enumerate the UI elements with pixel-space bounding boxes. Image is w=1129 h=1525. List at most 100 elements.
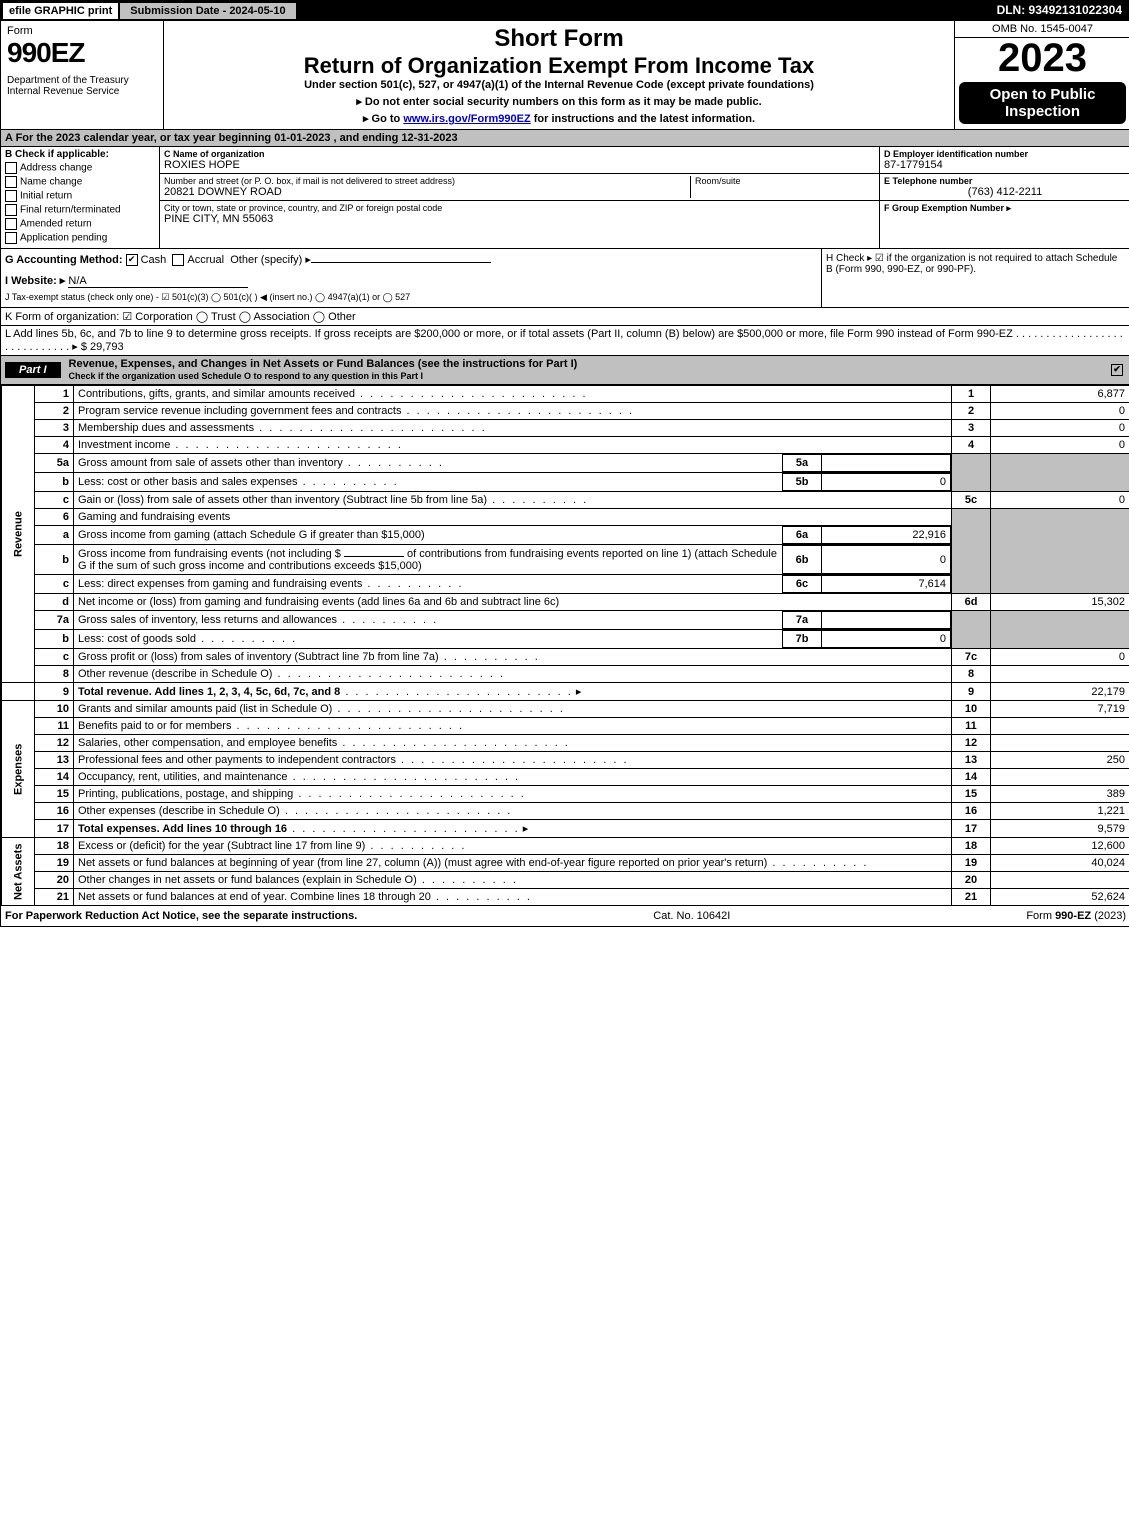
org-city: PINE CITY, MN 55063: [164, 213, 875, 225]
section-g-h: G Accounting Method: Cash Accrual Other …: [1, 249, 1129, 308]
line-17-val: 9,579: [991, 820, 1129, 838]
line-19-val: 40,024: [991, 855, 1129, 872]
line-14-val: [991, 769, 1129, 786]
line-10-val: 7,719: [991, 701, 1129, 718]
line-h: H Check ▸ ☑ if the organization is not r…: [821, 249, 1129, 307]
line-3-val: 0: [991, 420, 1129, 437]
org-street: 20821 DOWNEY ROAD: [164, 186, 690, 198]
line-5a-val: [822, 455, 951, 472]
line-18-desc: Excess or (deficit) for the year (Subtra…: [78, 840, 365, 852]
form-header: Form 990EZ Department of the Treasury In…: [1, 21, 1129, 130]
opt-other: Other (specify) ▸: [230, 254, 311, 266]
chk-initial-return[interactable]: [5, 190, 17, 202]
line-7c-val: 0: [991, 649, 1129, 666]
chk-name-change[interactable]: [5, 176, 17, 188]
form-label: Form: [7, 25, 157, 37]
line-12-desc: Salaries, other compensation, and employ…: [78, 737, 337, 749]
line-8-val: [991, 666, 1129, 683]
irs-link[interactable]: www.irs.gov/Form990EZ: [403, 113, 530, 125]
line-19-desc: Net assets or fund balances at beginning…: [78, 857, 767, 869]
chk-accrual[interactable]: [172, 254, 184, 266]
line-5b-val: 0: [822, 474, 951, 491]
g-label: G Accounting Method:: [5, 254, 123, 266]
line-20-val: [991, 872, 1129, 889]
line-4-val: 0: [991, 437, 1129, 454]
line-4-desc: Investment income: [78, 439, 170, 451]
chk-address-change[interactable]: [5, 162, 17, 174]
part-i-table: Revenue 1Contributions, gifts, grants, a…: [1, 385, 1129, 906]
opt-app-pending: Application pending: [20, 233, 107, 244]
ein: 87-1779154: [884, 159, 1126, 171]
short-form: Short Form: [168, 25, 950, 53]
instruction-1: ▸ Do not enter social security numbers o…: [168, 95, 950, 108]
line-k: K Form of organization: ☑ Corporation ◯ …: [1, 308, 1129, 326]
topbar: efile GRAPHIC print Submission Date - 20…: [1, 1, 1129, 21]
line-14-desc: Occupancy, rent, utilities, and maintena…: [78, 771, 288, 783]
chk-cash[interactable]: [126, 254, 138, 266]
form-number: 990EZ: [7, 37, 157, 69]
footer-right: Form 990-EZ (2023): [1026, 910, 1126, 922]
line-16-val: 1,221: [991, 803, 1129, 820]
open-to-public: Open to Public Inspection: [959, 82, 1126, 124]
part-i-sub: Check if the organization used Schedule …: [69, 371, 424, 381]
chk-schedule-o[interactable]: [1111, 364, 1123, 376]
line-a: A For the 2023 calendar year, or tax yea…: [1, 130, 1129, 147]
tax-year: 2023: [955, 38, 1129, 78]
line-9-val: 22,179: [991, 683, 1129, 701]
line-3-desc: Membership dues and assessments: [78, 422, 254, 434]
line-6c-desc: Less: direct expenses from gaming and fu…: [78, 578, 362, 590]
instruction-2: ▸ Go to www.irs.gov/Form990EZ for instru…: [168, 112, 950, 125]
e-label: E Telephone number: [884, 176, 1126, 186]
line-7c-desc: Gross profit or (loss) from sales of inv…: [78, 651, 439, 663]
footer-mid: Cat. No. 10642I: [653, 910, 730, 922]
footer-left: For Paperwork Reduction Act Notice, see …: [5, 910, 357, 922]
part-i-label: Part I: [5, 362, 61, 378]
line-7a-desc: Gross sales of inventory, less returns a…: [78, 614, 337, 626]
line-6d-desc: Net income or (loss) from gaming and fun…: [74, 594, 952, 611]
chk-app-pending[interactable]: [5, 232, 17, 244]
b-label: B Check if applicable:: [5, 149, 109, 160]
line-6b-val: 0: [822, 546, 951, 574]
line-7a-val: [822, 612, 951, 629]
part-i-title: Revenue, Expenses, and Changes in Net As…: [69, 358, 578, 370]
department: Department of the Treasury Internal Reve…: [7, 75, 157, 97]
dln: DLN: 93492131022304: [989, 1, 1129, 21]
part-i-header: Part I Revenue, Expenses, and Changes in…: [1, 356, 1129, 385]
line-11-val: [991, 718, 1129, 735]
opt-accrual: Accrual: [187, 254, 224, 266]
chk-amended[interactable]: [5, 218, 17, 230]
line-17-desc: Total expenses. Add lines 10 through 16: [78, 823, 287, 835]
line-6d-val: 15,302: [991, 594, 1129, 611]
line-10-desc: Grants and similar amounts paid (list in…: [78, 703, 332, 715]
efile-print[interactable]: efile GRAPHIC print: [1, 1, 120, 21]
line-21-val: 52,624: [991, 889, 1129, 906]
c-street-label: Number and street (or P. O. box, if mail…: [164, 176, 690, 186]
submission-date: Submission Date - 2024-05-10: [120, 1, 297, 21]
line-j: J Tax-exempt status (check only one) - ☑…: [5, 292, 817, 303]
section-b-to-f: B Check if applicable: Address change Na…: [1, 147, 1129, 249]
line-21-desc: Net assets or fund balances at end of ye…: [78, 891, 431, 903]
line-2-val: 0: [991, 403, 1129, 420]
line-13-val: 250: [991, 752, 1129, 769]
expenses-label: Expenses: [2, 701, 35, 838]
line-8-desc: Other revenue (describe in Schedule O): [78, 668, 272, 680]
f-label: F Group Exemption Number ▸: [884, 203, 1126, 214]
opt-final-return: Final return/terminated: [20, 205, 121, 216]
chk-final-return[interactable]: [5, 204, 17, 216]
opt-initial-return: Initial return: [20, 191, 72, 202]
opt-amended: Amended return: [20, 219, 92, 230]
line-11-desc: Benefits paid to or for members: [78, 720, 231, 732]
opt-address-change: Address change: [20, 163, 92, 174]
line-5b-desc: Less: cost or other basis and sales expe…: [78, 476, 298, 488]
line-5c-val: 0: [991, 492, 1129, 509]
line-20-desc: Other changes in net assets or fund bala…: [78, 874, 417, 886]
website: N/A: [68, 275, 248, 288]
c-room-label: Room/suite: [695, 176, 875, 186]
line-13-desc: Professional fees and other payments to …: [78, 754, 396, 766]
opt-name-change: Name change: [20, 177, 82, 188]
line-18-val: 12,600: [991, 838, 1129, 855]
line-1-desc: Contributions, gifts, grants, and simila…: [78, 388, 355, 400]
form-990ez: efile GRAPHIC print Submission Date - 20…: [0, 0, 1129, 927]
line-9-desc: Total revenue. Add lines 1, 2, 3, 4, 5c,…: [78, 686, 340, 698]
d-label: D Employer identification number: [884, 149, 1126, 159]
